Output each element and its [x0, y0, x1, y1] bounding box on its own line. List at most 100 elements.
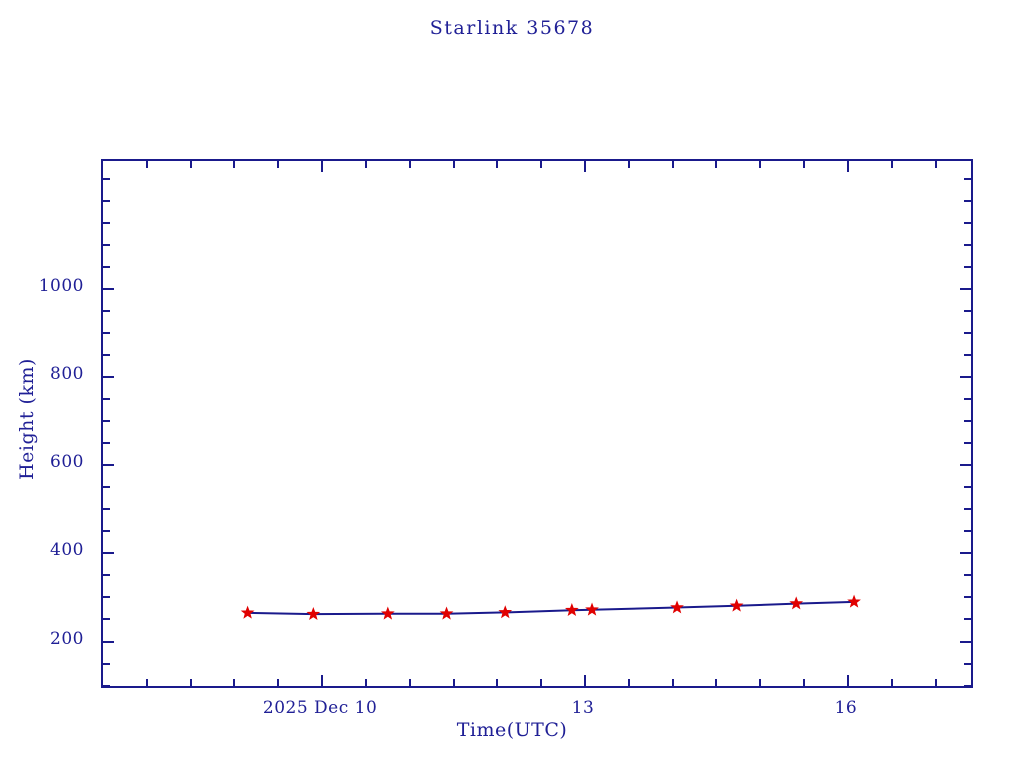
- x-axis-minor-tick-top: [890, 161, 893, 168]
- x-axis-minor-tick: [408, 679, 411, 686]
- x-axis-major-tick-top: [321, 161, 324, 172]
- y-axis-minor-tick: [103, 486, 110, 489]
- x-axis-title: Time(UTC): [456, 719, 568, 741]
- y-axis-major-tick: [103, 464, 114, 467]
- y-axis-minor-tick: [103, 596, 110, 599]
- y-axis-minor-tick: [103, 684, 110, 687]
- y-axis-title: Height (km): [16, 358, 38, 480]
- y-axis-minor-tick: [103, 265, 110, 268]
- x-axis-tick-label: 13: [571, 698, 595, 718]
- page-title: Starlink 35678: [429, 17, 595, 39]
- y-axis-minor-tick-right: [964, 243, 971, 246]
- y-axis-major-tick-right: [960, 552, 971, 555]
- data-point-marker: [670, 600, 684, 614]
- y-axis-major-tick-right: [960, 640, 971, 643]
- y-axis-minor-tick: [103, 508, 110, 511]
- y-axis-minor-tick-right: [964, 618, 971, 621]
- y-axis-minor-tick-right: [964, 662, 971, 665]
- y-axis-tick-label: 200: [50, 628, 84, 649]
- data-point-marker: [789, 596, 804, 610]
- y-axis-minor-tick-right: [964, 331, 971, 334]
- series-line-height: [247, 600, 855, 616]
- y-axis-tick-label: 800: [50, 364, 84, 384]
- y-axis-major-tick-right: [960, 376, 971, 378]
- plot-area: [103, 161, 971, 686]
- y-axis-major-tick: [103, 376, 114, 378]
- data-point-marker: [585, 602, 599, 616]
- y-axis-tick-label: 400: [50, 540, 84, 561]
- y-axis-tick-label: 1000: [38, 275, 84, 296]
- x-axis-minor-tick-top: [189, 161, 192, 168]
- x-axis-minor-tick-top: [803, 161, 806, 168]
- y-axis-minor-tick-right: [964, 353, 971, 356]
- x-axis-minor-tick: [671, 679, 674, 686]
- x-axis-minor-tick: [233, 679, 236, 686]
- y-axis-minor-tick-right: [964, 574, 971, 577]
- x-axis-minor-tick: [759, 679, 762, 686]
- data-point-marker: [847, 594, 861, 608]
- x-axis-minor-tick: [934, 679, 937, 686]
- y-axis-major-tick: [103, 640, 114, 643]
- x-axis-minor-tick: [364, 679, 367, 686]
- data-point-marker: [306, 606, 321, 621]
- y-axis-major-tick: [103, 552, 114, 555]
- y-axis-minor-tick: [103, 243, 110, 246]
- y-axis-minor-tick: [103, 442, 110, 445]
- y-axis-minor-tick: [103, 309, 110, 312]
- y-axis-tick-label: 600: [50, 452, 84, 473]
- x-axis-minor-tick-top: [277, 161, 280, 168]
- x-axis-major-tick: [846, 675, 849, 686]
- y-axis-minor-tick-right: [964, 442, 971, 445]
- y-axis-minor-tick: [103, 662, 110, 665]
- y-axis-major-tick-right: [960, 287, 971, 290]
- x-axis-minor-tick: [715, 679, 718, 686]
- y-axis-minor-tick: [103, 353, 110, 356]
- data-point-marker: [564, 602, 579, 617]
- x-axis-major-tick-top: [846, 161, 849, 172]
- y-axis-minor-tick-right: [964, 309, 971, 312]
- x-axis-minor-tick-top: [671, 161, 674, 168]
- y-axis-minor-tick: [103, 221, 110, 224]
- y-axis-minor-tick-right: [964, 199, 971, 202]
- x-axis-minor-tick-top: [408, 161, 411, 168]
- y-axis-minor-tick-right: [964, 265, 971, 268]
- y-axis-minor-tick-right: [964, 508, 971, 511]
- x-axis-minor-tick: [452, 679, 455, 686]
- y-axis-minor-tick: [103, 331, 110, 334]
- y-axis-minor-tick: [103, 199, 110, 202]
- x-axis-minor-tick: [189, 679, 192, 686]
- y-axis-minor-tick-right: [964, 177, 971, 180]
- x-axis-minor-tick-top: [627, 161, 630, 168]
- y-axis-minor-tick-right: [964, 486, 971, 489]
- x-axis-minor-tick-top: [934, 161, 937, 168]
- y-axis-major-tick: [103, 287, 114, 290]
- x-axis-minor-tick: [277, 679, 280, 686]
- y-axis-minor-tick-right: [964, 684, 971, 687]
- data-point-marker: [240, 605, 255, 619]
- y-axis-minor-tick-right: [964, 221, 971, 224]
- y-axis-major-tick-right: [960, 464, 971, 467]
- x-axis-minor-tick: [496, 679, 499, 686]
- x-axis-major-tick-top: [584, 161, 586, 172]
- data-point-marker: [498, 605, 513, 619]
- data-point-marker: [729, 598, 744, 612]
- x-axis-minor-tick: [803, 679, 806, 686]
- x-axis-minor-tick: [540, 679, 543, 686]
- x-axis-minor-tick: [145, 679, 148, 686]
- y-axis-minor-tick: [103, 398, 110, 401]
- y-axis-minor-tick-right: [964, 420, 971, 423]
- y-axis-minor-tick-right: [964, 398, 971, 401]
- x-axis-tick-label: 16: [834, 698, 858, 718]
- x-axis-minor-tick-top: [715, 161, 718, 168]
- x-axis-tick-label: 2025 Dec 10: [262, 698, 378, 718]
- x-axis-minor-tick-top: [364, 161, 367, 168]
- y-axis-minor-tick: [103, 177, 110, 180]
- x-axis-minor-tick-top: [233, 161, 236, 168]
- x-axis-minor-tick: [627, 679, 630, 686]
- y-axis-minor-tick-right: [964, 530, 971, 533]
- x-axis-minor-tick-top: [540, 161, 543, 168]
- data-point-marker: [380, 606, 395, 620]
- data-point-marker: [439, 606, 454, 620]
- x-axis-minor-tick-top: [145, 161, 148, 168]
